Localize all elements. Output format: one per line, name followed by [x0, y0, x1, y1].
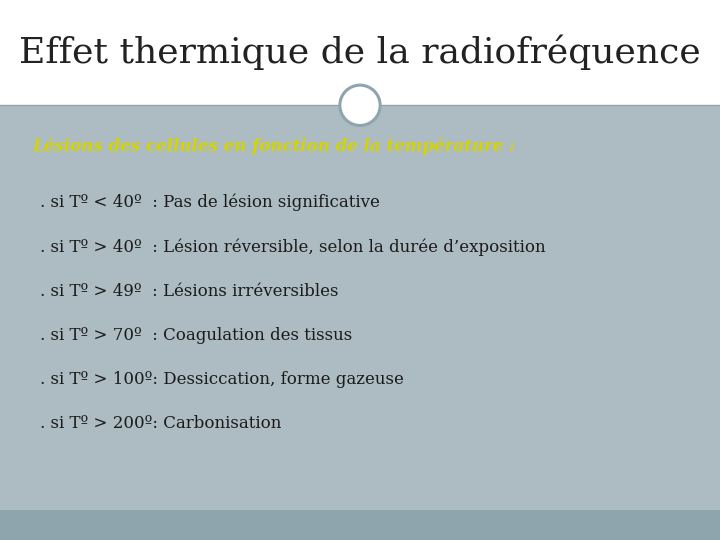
Text: . si Tº < 40º  : Pas de lésion significative: . si Tº < 40º : Pas de lésion significat… — [40, 194, 379, 211]
Text: . si Tº > 70º  : Coagulation des tissus: . si Tº > 70º : Coagulation des tissus — [40, 327, 352, 344]
Text: . si Tº > 40º  : Lésion réversible, selon la durée d’exposition: . si Tº > 40º : Lésion réversible, selon… — [40, 238, 545, 255]
Text: Effet thermique de la radiofréquence: Effet thermique de la radiofréquence — [19, 35, 701, 70]
Text: . si Tº > 100º: Dessiccation, forme gazeuse: . si Tº > 100º: Dessiccation, forme gaze… — [40, 371, 403, 388]
FancyBboxPatch shape — [0, 510, 720, 540]
Text: . si Tº > 49º  : Lésions irréversibles: . si Tº > 49º : Lésions irréversibles — [40, 282, 338, 300]
FancyBboxPatch shape — [0, 0, 720, 105]
Ellipse shape — [340, 85, 380, 125]
Text: Lésions des cellules en fonction de la température :: Lésions des cellules en fonction de la t… — [32, 137, 516, 154]
Text: . si Tº > 200º: Carbonisation: . si Tº > 200º: Carbonisation — [40, 415, 281, 433]
